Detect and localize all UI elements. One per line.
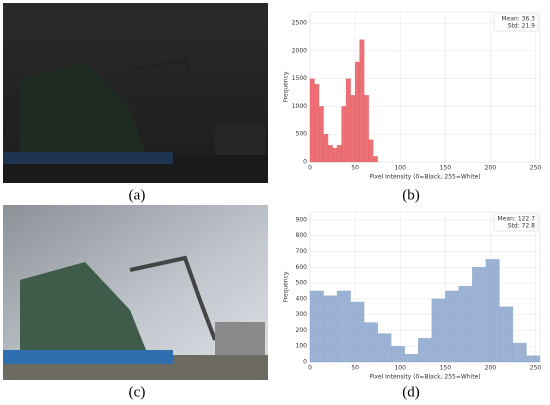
bar (345, 78, 351, 163)
bar (485, 259, 500, 363)
y-tick-label: 900 (296, 216, 308, 223)
y-tick-label: 0 (303, 359, 307, 366)
bar (499, 306, 514, 363)
bar (336, 290, 351, 363)
y-tick-label: 700 (296, 248, 308, 255)
annotation: Mean: 122.7 (498, 216, 536, 223)
y-tick-label: 500 (296, 131, 308, 138)
annotation-box (493, 13, 539, 32)
x-tick-label: 0 (308, 365, 312, 372)
x-tick-label: 50 (351, 365, 359, 372)
bar (418, 338, 432, 363)
y-tick-label: 800 (296, 232, 308, 239)
y-axis-label: Frequency (283, 71, 290, 102)
y-tick-label: 200 (296, 327, 308, 334)
y-tick-label: 400 (296, 295, 308, 302)
y-tick-label: 100 (296, 343, 308, 350)
bar (363, 95, 369, 163)
bar (314, 84, 320, 163)
photo-a (3, 3, 268, 183)
bar (526, 355, 541, 363)
y-tick-label: 600 (296, 264, 308, 271)
x-axis-label: Pixel Intensity (0=Black, 255=White) (369, 174, 480, 181)
y-tick-label: 2500 (292, 20, 307, 27)
x-tick-label: 250 (530, 165, 542, 172)
x-tick-label: 250 (530, 365, 542, 372)
bar (391, 346, 405, 363)
panel-label: (b) (402, 187, 420, 203)
photo-c (3, 205, 268, 380)
bar (359, 39, 365, 163)
bar (431, 298, 446, 363)
y-tick-label: 500 (296, 280, 308, 287)
bar (323, 295, 338, 363)
bar (363, 322, 378, 363)
x-axis-label: Pixel Intensity (0=Black, 255=White) (369, 374, 480, 381)
bar (372, 156, 378, 163)
bar (445, 290, 459, 363)
x-tick-label: 150 (440, 165, 452, 172)
x-tick-label: 150 (440, 365, 452, 372)
bar (458, 286, 473, 363)
bar (336, 145, 342, 163)
bar (341, 106, 347, 163)
y-tick-label: 300 (296, 311, 308, 318)
annotation: Std: 21.9 (508, 23, 535, 30)
panel-label: (d) (402, 384, 420, 400)
bar (309, 290, 324, 363)
annotation: Std: 72.8 (508, 223, 535, 230)
annotation: Mean: 36.3 (501, 16, 535, 23)
x-tick-label: 0 (308, 165, 312, 172)
y-tick-label: 0 (303, 159, 307, 166)
bar (309, 78, 315, 163)
bar (323, 134, 329, 163)
bar (512, 342, 527, 363)
x-tick-label: 200 (485, 165, 497, 172)
panel-label: (a) (129, 187, 146, 203)
y-tick-label: 2000 (292, 47, 307, 54)
bar (318, 106, 324, 163)
bar (472, 267, 487, 363)
bar (368, 139, 374, 163)
y-tick-label: 1500 (292, 75, 307, 82)
x-tick-label: 200 (485, 365, 497, 372)
bar (327, 145, 333, 163)
bar (377, 333, 392, 363)
bar (332, 147, 338, 163)
annotation-box (493, 213, 539, 232)
y-axis-label: Frequency (283, 271, 290, 302)
bar (404, 353, 419, 363)
y-tick-label: 1000 (292, 103, 307, 110)
bar (350, 95, 356, 163)
panel-label: (c) (129, 384, 146, 400)
x-tick-label: 100 (394, 365, 406, 372)
x-tick-label: 50 (351, 165, 359, 172)
bar (350, 301, 365, 363)
bar (354, 61, 360, 163)
x-tick-label: 100 (394, 165, 406, 172)
